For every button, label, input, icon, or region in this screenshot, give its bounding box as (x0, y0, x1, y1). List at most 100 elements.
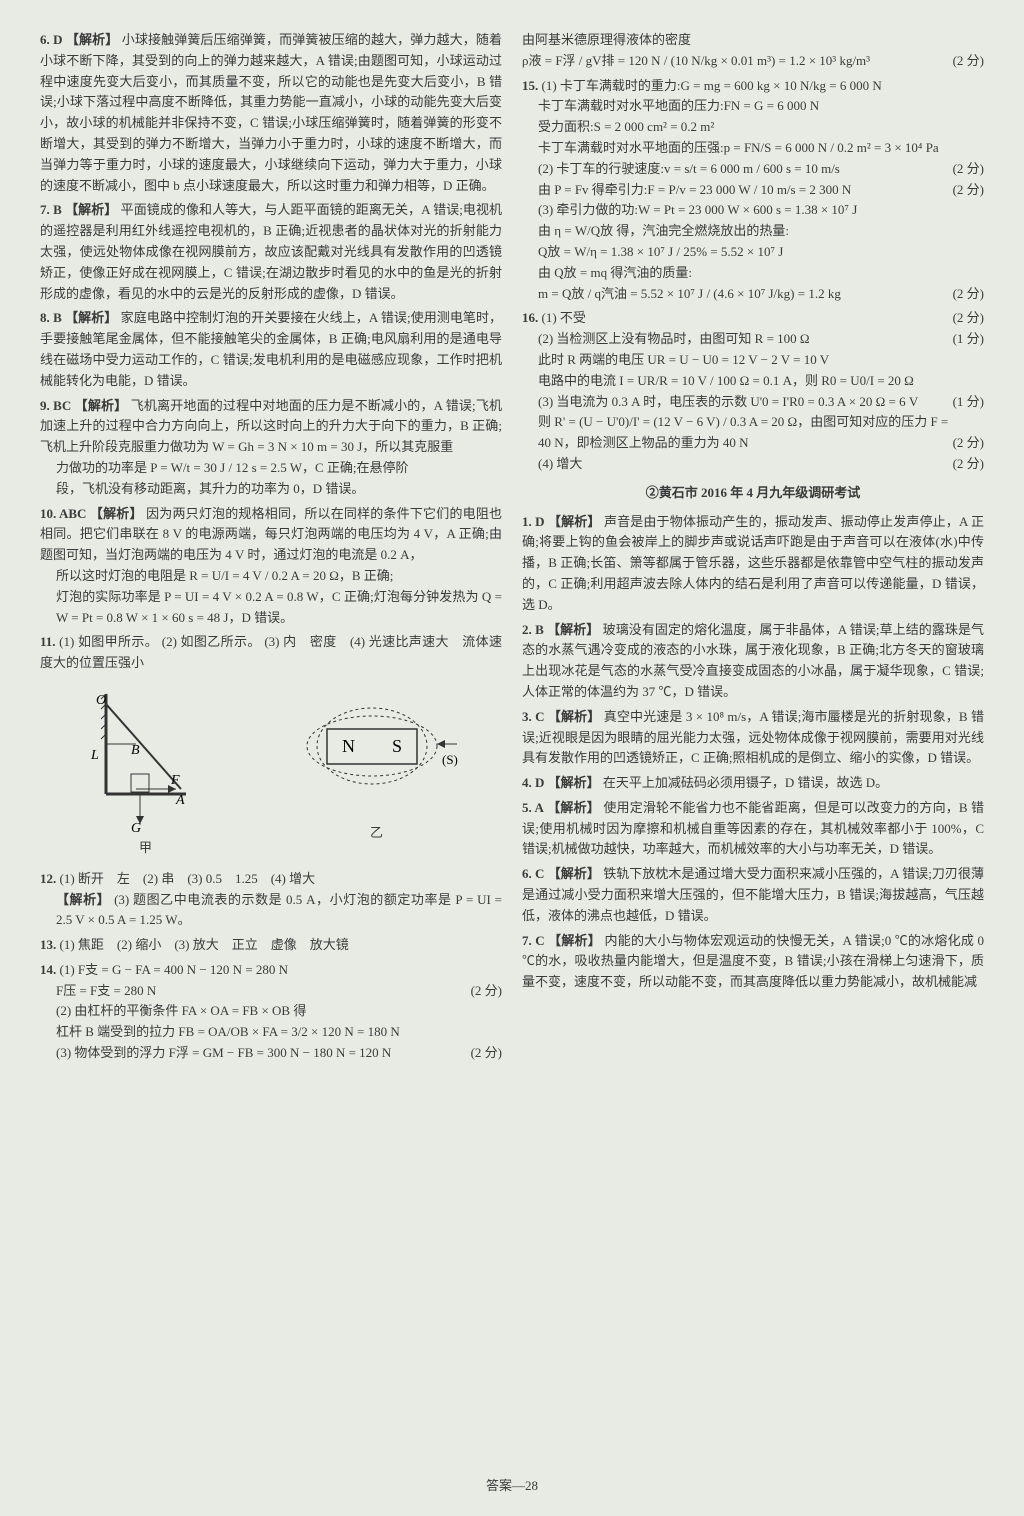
q16-l5: (3) 当电流为 0.3 A 时，电压表的示数 U'0 = I'R0 = 0.3… (522, 392, 984, 413)
fig-jia-wrap: O L B F A G (76, 684, 216, 859)
s2q2-num: 2. B (522, 622, 544, 637)
q14-l5: (3) 物体受到的浮力 F浮 = GM − FB = 300 N − 180 N… (40, 1043, 502, 1064)
q16-l4: 电路中的电流 I = UR/R = 10 V / 100 Ω = 0.1 A，则… (522, 371, 984, 392)
cont14: 由阿基米德原理得液体的密度 ρ液 = F浮 / gV排 = 120 N / (1… (522, 30, 984, 72)
q14-s1: (2 分) (471, 981, 502, 1002)
svg-text:G: G (131, 821, 141, 834)
q14-s2: (2 分) (471, 1043, 502, 1064)
figures: O L B F A G (40, 684, 502, 859)
s2q3: 3. C 【解析】 真空中光速是 3 × 10⁸ m/s，A 错误;海市蜃楼是光… (522, 707, 984, 769)
q12-num: 12. (40, 871, 56, 886)
q11-num: 11. (40, 634, 56, 649)
q15-l9: Q放 = W/η = 1.38 × 10⁷ J / 25% = 5.52 × 1… (522, 242, 984, 263)
c14-score: (2 分) (953, 51, 984, 72)
q16-s5: (2 分) (953, 454, 984, 475)
s2q4-jiexi: 【解析】 (548, 775, 600, 790)
c14-l1: 由阿基米德原理得液体的密度 (522, 30, 984, 51)
q7-jiexi: 【解析】 (65, 202, 117, 217)
q15-l3: 受力面积:S = 2 000 cm² = 0.2 m² (522, 117, 984, 138)
q12-text2: (3) 题图乙中电流表的示数是 0.5 A，小灯泡的额定功率是 P = UI =… (56, 892, 502, 928)
q7-num: 7. B (40, 202, 62, 217)
s2q7-num: 7. C (522, 933, 545, 948)
q15-l6: 由 P = Fv 得牵引力:F = P/v = 23 000 W / 10 m/… (538, 182, 851, 197)
q9-num: 9. BC (40, 398, 71, 413)
svg-text:N: N (342, 736, 355, 756)
fig-yi-caption: 乙 (287, 823, 467, 844)
q15-s2: (2 分) (953, 180, 984, 201)
s2q5-num: 5. A (522, 800, 544, 815)
q16-l6: 则 R' = (U − U'0)/I' = (12 V − 6 V) / 0.3… (522, 412, 984, 433)
s2q4: 4. D 【解析】 在天平上加减砝码必须用镊子，D 错误，故选 D。 (522, 773, 984, 794)
s2q5-jiexi: 【解析】 (547, 800, 600, 815)
q16-num: 16. (522, 310, 538, 325)
svg-text:B: B (131, 743, 140, 758)
q8: 8. B 【解析】 家庭电路中控制灯泡的开关要接在火线上，A 错误;使用测电笔时… (40, 308, 502, 391)
fig-jia-svg: O L B F A G (76, 684, 216, 834)
right-column: 由阿基米德原理得液体的密度 ρ液 = F浮 / gV排 = 120 N / (1… (522, 30, 984, 1466)
q15-s1: (2 分) (953, 159, 984, 180)
q10: 10. ABC 【解析】 因为两只灯泡的规格相同，所以在同样的条件下它们的电阻也… (40, 504, 502, 629)
q15-l11: m = Q放 / q汽油 = 5.52 × 10⁷ J / (4.6 × 10⁷… (538, 286, 841, 301)
s2q7-jiexi: 【解析】 (548, 933, 601, 948)
s2q1-num: 1. D (522, 514, 545, 529)
q12: 12. (1) 断开 左 (2) 串 (3) 0.5 1.25 (4) 增大 【… (40, 869, 502, 931)
svg-text:L: L (90, 748, 99, 763)
q16-l2: (2) 当检测区上没有物品时，由图可知 R = 100 Ω (538, 331, 810, 346)
q9-jiexi: 【解析】 (75, 398, 128, 413)
s2q3-num: 3. C (522, 709, 545, 724)
s2q5: 5. A 【解析】 使用定滑轮不能省力也不能省距离，但是可以改变力的方向，B 错… (522, 798, 984, 860)
s2q4-text: 在天平上加减砝码必须用镊子，D 错误，故选 D。 (603, 775, 888, 790)
q13: 13. (1) 焦距 (2) 缩小 (3) 放大 正立 虚像 放大镜 (40, 935, 502, 956)
s2q1-jiexi: 【解析】 (548, 514, 601, 529)
q10-num: 10. ABC (40, 506, 86, 521)
q14-num: 14. (40, 962, 56, 977)
q16-l1: (1) 不受 (542, 310, 586, 325)
s2q7: 7. C 【解析】 内能的大小与物体宏观运动的快慢无关，A 错误;0 ℃的冰熔化… (522, 931, 984, 993)
page-container: 6. D 【解析】 小球接触弹簧后压缩弹簧，而弹簧被压缩的越大，弹力越大，随着小… (40, 30, 984, 1466)
q15-l2: 卡丁车满载时对水平地面的压力:FN = G = 6 000 N (522, 96, 984, 117)
q14-l2: F压 = F支 = 280 N (56, 983, 156, 998)
q12-text1: (1) 断开 左 (2) 串 (3) 0.5 1.25 (4) 增大 (60, 871, 316, 886)
s2q6: 6. C 【解析】 铁轨下放枕木是通过增大受力面积来减小压强的，A 错误;刀刃很… (522, 864, 984, 926)
q15-l7: (3) 牵引力做的功:W = Pt = 23 000 W × 600 s = 1… (522, 200, 984, 221)
q13-num: 13. (40, 937, 56, 952)
fig-yi-wrap: N S (S) 乙 (287, 699, 467, 844)
q16-s2: (1 分) (953, 329, 984, 350)
q9-text2: 段，飞机没有移动距离，其升力的功率为 0，D 错误。 (40, 479, 502, 500)
q9: 9. BC 【解析】 飞机离开地面的过程中对地面的压力是不断减小的，A 错误;飞… (40, 396, 502, 500)
section2-title: ②黄石市 2016 年 4 月九年级调研考试 (522, 483, 984, 504)
q16-s3: (1 分) (953, 392, 984, 413)
q11: 11. (1) 如图甲所示。 (2) 如图乙所示。 (3) 内 密度 (4) 光… (40, 632, 502, 674)
q15-l5: (2) 卡丁车的行驶速度:v = s/t = 6 000 m / 600 s =… (522, 159, 984, 180)
fig-jia-caption: 甲 (76, 838, 216, 859)
c14-formula: ρ液 = F浮 / gV排 = 120 N / (10 N/kg × 0.01 … (522, 53, 870, 68)
q15-l4: 卡丁车满载时对水平地面的压强:p = FN/S = 6 000 N / 0.2 … (538, 140, 939, 155)
q16-s4: (2 分) (953, 433, 984, 454)
q10-formula1: 所以这时灯泡的电阻是 R = U/I = 4 V / 0.2 A = 20 Ω，… (40, 566, 502, 587)
q15: 15. (1) 卡丁车满载时的重力:G = mg = 600 kg × 10 N… (522, 76, 984, 305)
fig-yi-svg: N S (S) (287, 699, 467, 819)
q16-l3: 此时 R 两端的电压 UR = U − U0 = 12 V − 2 V = 10… (522, 350, 984, 371)
s2q6-jiexi: 【解析】 (548, 866, 600, 881)
q16: 16. (1) 不受 (2 分) (2) 当检测区上没有物品时，由图可知 R =… (522, 308, 984, 474)
q9-formula: 力做功的功率是 P = W/t = 30 J / 12 s = 2.5 W，C … (40, 458, 502, 479)
q7: 7. B 【解析】 平面镜成的像和人等大，与人距平面镜的距离无关，A 错误;电视… (40, 200, 502, 304)
svg-text:A: A (175, 793, 185, 808)
q15-l1: (1) 卡丁车满载时的重力:G = mg = 600 kg × 10 N/kg … (542, 78, 882, 93)
s2q2: 2. B 【解析】 玻璃没有固定的熔化温度，属于非晶体，A 错误;草上结的露珠是… (522, 620, 984, 703)
q14-l1: (1) F支 = G − FA = 400 N − 120 N = 280 N (60, 962, 289, 977)
svg-text:S: S (392, 736, 402, 756)
q15-l8: 由 η = W/Q放 得，汽油完全燃烧放出的热量: (522, 221, 984, 242)
svg-text:F: F (170, 773, 180, 788)
s2q3-jiexi: 【解析】 (548, 709, 601, 724)
q14-l4: 杠杆 B 端受到的拉力 FB = OA/OB × FA = 3/2 × 120 … (40, 1022, 502, 1043)
q6: 6. D 【解析】 小球接触弹簧后压缩弹簧，而弹簧被压缩的越大，弹力越大，随着小… (40, 30, 502, 196)
q11-text: (1) 如图甲所示。 (2) 如图乙所示。 (3) 内 密度 (4) 光速比声速… (40, 634, 502, 670)
q15-s3: (2 分) (953, 284, 984, 305)
q15-l10: 由 Q放 = mq 得汽油的质量: (522, 263, 984, 284)
q16-l8: (4) 增大 (538, 456, 582, 471)
q6-text: 小球接触弹簧后压缩弹簧，而弹簧被压缩的越大，弹力越大，随着小球不断下降，其受到的… (40, 32, 502, 193)
s2q2-jiexi: 【解析】 (547, 622, 599, 637)
q6-jiexi: 【解析】 (66, 32, 118, 47)
q8-num: 8. B (40, 310, 62, 325)
